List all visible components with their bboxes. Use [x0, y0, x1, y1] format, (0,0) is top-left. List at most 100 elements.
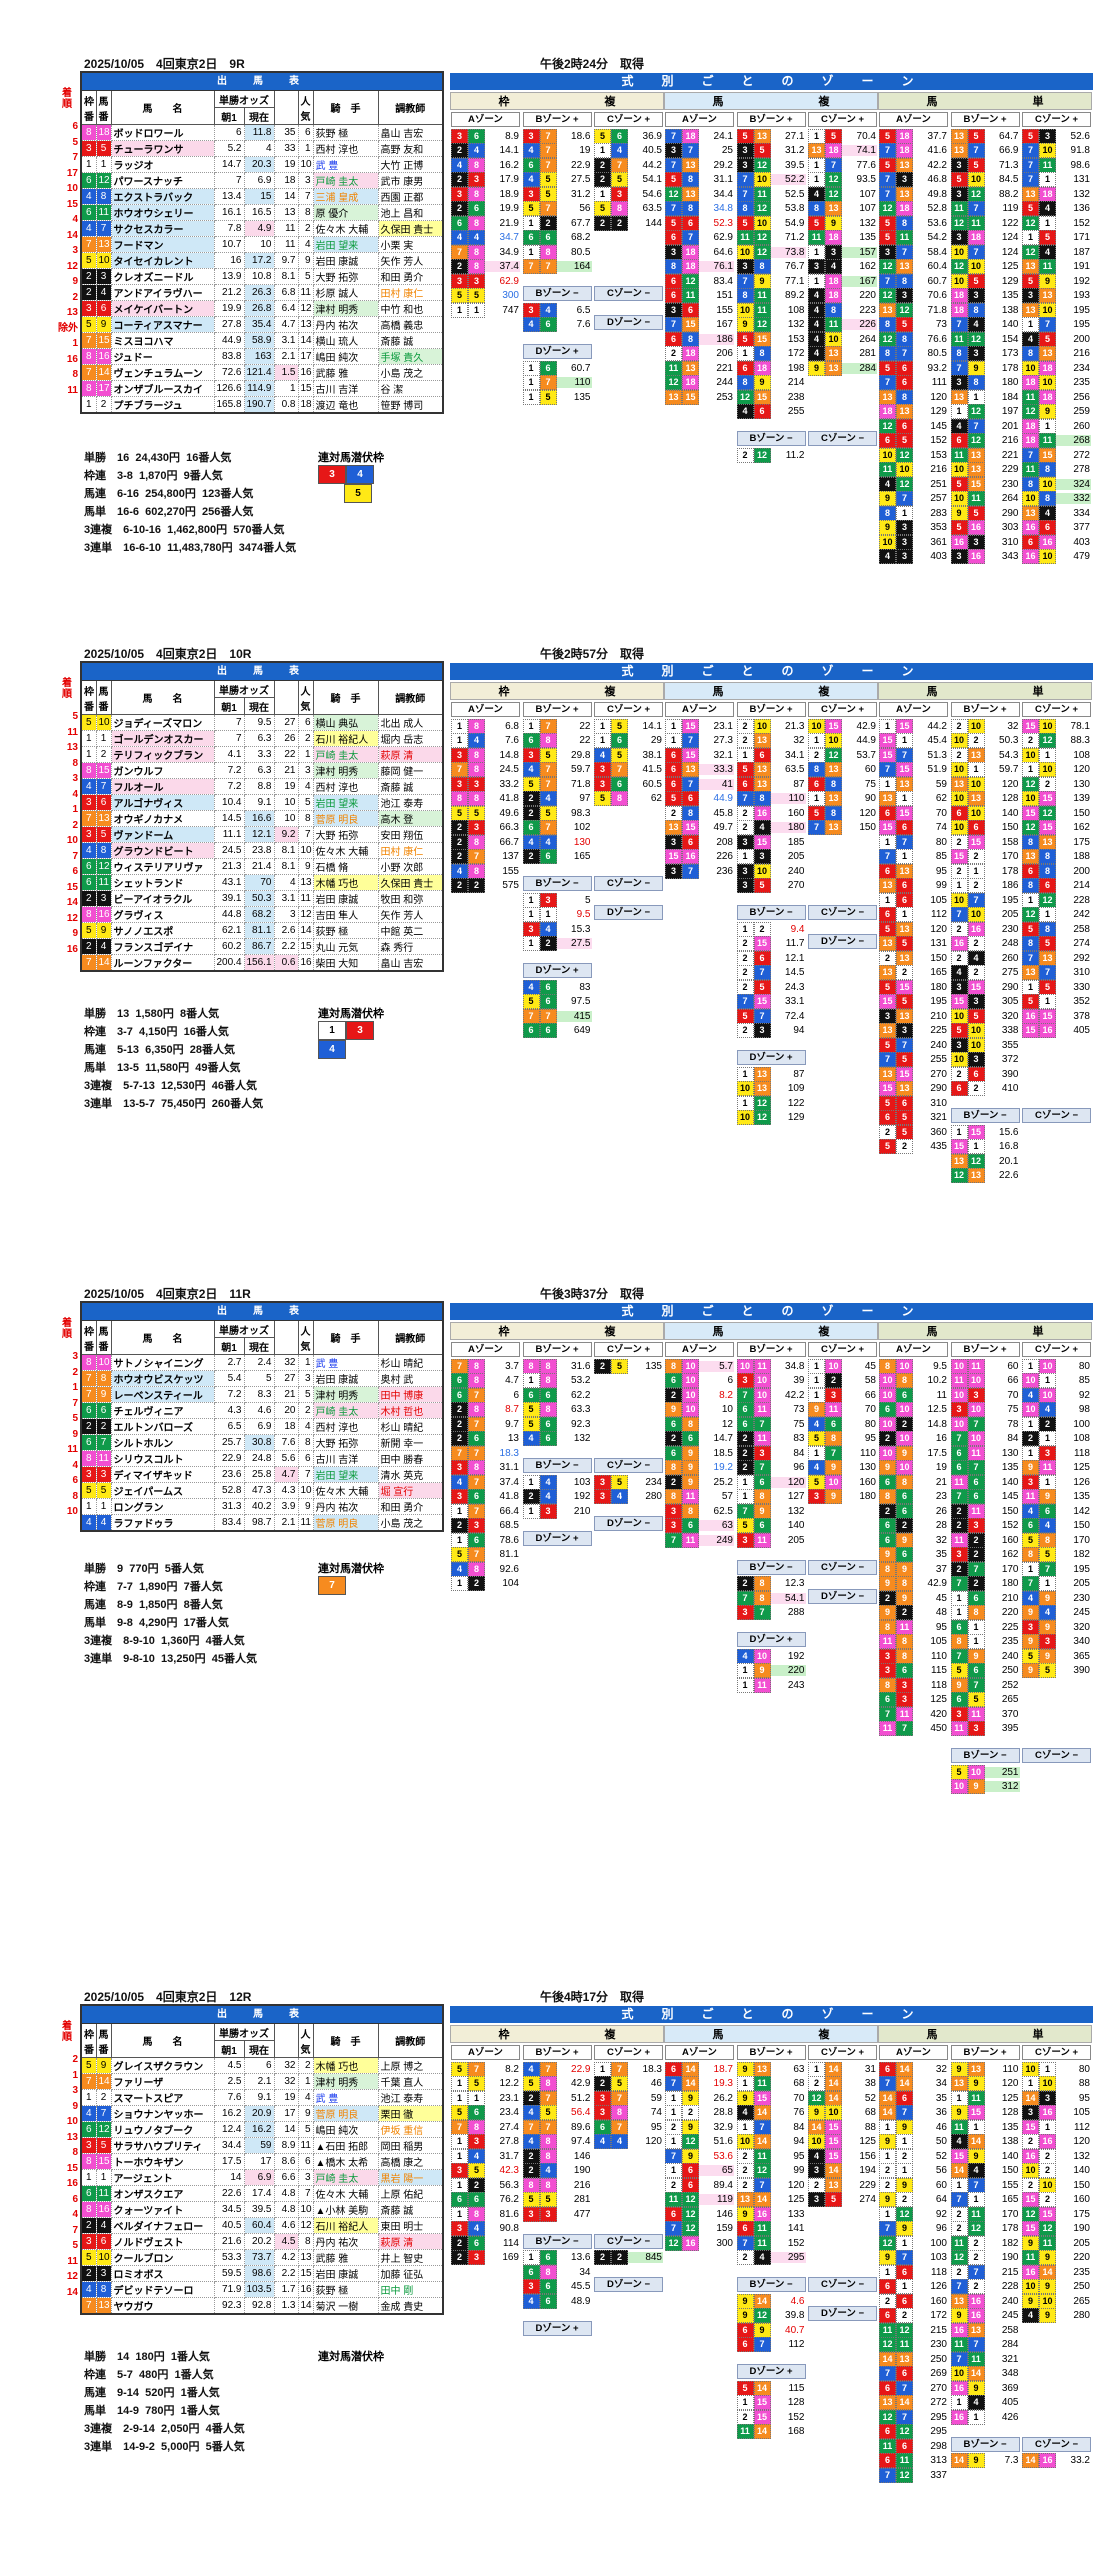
zone-pair: 12 3 [879, 288, 913, 304]
zone-column: Aゾーン 7 8 3.7 6 8 4.7 6 7 6 2 8 8.7 2 7 9.7 2 6 13 7 7 18.3 3 8 3… [451, 1342, 520, 1592]
zone-pair: 7 15 [879, 762, 913, 778]
zone-odds-value: 34.8 [785, 1360, 805, 1372]
zone-number-cell: 12 [950, 2250, 968, 2266]
zone-number-cell: 6 [879, 1402, 896, 1418]
zone-number-cell: 5 [825, 2192, 842, 2208]
zone-odds-value: 195 [1001, 894, 1019, 906]
zone-number-cell: 8 [896, 1648, 913, 1664]
zone-odds-value: 138 [1001, 2136, 1019, 2148]
zone-row: 2 6 12.1 [736, 950, 806, 966]
zone-number-cell: 10 [1039, 302, 1056, 318]
zone-pair: 13 10 [1022, 302, 1056, 318]
zone-number-cell: 7 [896, 2250, 913, 2266]
odds-current-cell: 114.9 [243, 380, 275, 397]
zone-odds-value: 53.6 [927, 217, 947, 229]
zone-number-cell: 9 [879, 1576, 896, 1592]
zone-number-cell: 10 [736, 2134, 754, 2150]
zone-number-cell: 6 [896, 1489, 913, 1505]
zone-row: 8 13 60 [808, 762, 877, 778]
zone-subtable-header: Cゾーン − [1022, 1108, 1091, 1123]
zone-number-cell: 9 [808, 2105, 825, 2121]
zone-odds-value: 19.9 [499, 203, 519, 215]
zone-pair: 8 11 [879, 1619, 913, 1635]
expected-value-cell: 3.1 [273, 332, 299, 349]
zone-number-cell: 5 [665, 215, 682, 231]
zone-pair: 6 18 [736, 360, 771, 376]
zone-number-cell: 1 [451, 1576, 468, 1592]
expected-value-cell: 2.2 [273, 938, 299, 955]
zone-number-cell: 3 [736, 259, 754, 275]
zone-pair: 2 12 [950, 2221, 985, 2237]
zone-number-cell: 4 [594, 2134, 611, 2150]
zone-odds-value: 54.3 [999, 749, 1019, 761]
odds-morning-cell: 40.5 [213, 2217, 245, 2234]
zone-number-cell: 11 [879, 2438, 896, 2454]
zone-number-cell: 8 [539, 2264, 557, 2280]
zone-number-cell: 13 [896, 1081, 913, 1097]
zone-number-cell: 5 [879, 1037, 896, 1053]
zone-row: 9 5 390 [1022, 1663, 1091, 1679]
zone-number-cell: 1 [522, 907, 540, 923]
zone-odds-value: 31.1 [713, 174, 733, 186]
zone-row: 2 3 66.3 [451, 820, 520, 836]
zone-number-cell: 7 [753, 965, 771, 981]
zone-odds-value: 150 [1073, 2179, 1090, 2191]
zone-odds-value: 338 [1001, 1025, 1019, 1037]
zone-odds-value: 145 [930, 420, 947, 432]
zone-odds-value: 42.3 [499, 2165, 519, 2177]
zone-number-cell: 6 [753, 404, 771, 420]
zone-number-cell: 1 [896, 849, 913, 865]
zone-row: 4 4 34.7 [451, 230, 520, 246]
zone-number-cell: 8 [1022, 878, 1039, 894]
zone-odds-value: 73.8 [770, 246, 806, 258]
jockey-cell: 戸崎 圭太 [312, 172, 379, 189]
zone-number-cell: 2 [1022, 2134, 1039, 2150]
zone-number-cell: 12 [896, 2467, 913, 2483]
zone-number-cell: 9 [967, 2076, 985, 2092]
zone-number-cell: 7 [736, 172, 754, 188]
zone-number-cell: 2 [451, 849, 468, 865]
zone-odds-value: 140 [1001, 319, 1019, 331]
zone-pair: 2 10 [950, 718, 985, 734]
zone-odds-value: 120 [770, 1476, 806, 1488]
popularity-cell: 6 [297, 1450, 314, 1467]
zone-number-cell: 7 [950, 317, 968, 333]
zone-number-cell: 3 [451, 186, 468, 202]
finish-order-value: 7 [72, 1397, 78, 1409]
zone-number-cell: 2 [967, 2279, 985, 2295]
zone-column: Cゾーン +1 7 18.3 2 5 46 3 7 59 3 8 74 6 7 95 4 4 120 Cゾーン −2… [594, 2045, 663, 2338]
zone-number-cell: 13 [665, 820, 682, 836]
zone-row: 1 11 125 [950, 2090, 1020, 2106]
zone-row: 10 1 108 [1022, 747, 1091, 763]
horse-number-cell: 8 [95, 2281, 112, 2298]
trainer-cell: 堀内 岳志 [377, 730, 444, 747]
zone-number-cell: 9 [896, 2119, 913, 2135]
zone-number-cell: 13 [1022, 505, 1039, 521]
zone-odds-value: 220 [859, 290, 876, 302]
odds-current-cell: 9.1 [243, 2089, 275, 2106]
zone-row: 1 3 210 [522, 1503, 592, 1519]
column-header: 騎 手 [312, 1320, 379, 1355]
odds-morning-cell: 23.6 [213, 1466, 245, 1483]
horse-number-cell: 9 [95, 922, 112, 939]
zone-number-cell: 2 [896, 1518, 913, 1534]
zone-odds-value: 255 [787, 406, 805, 418]
zone-number-cell: 1 [1022, 1561, 1039, 1577]
zone-number-cell: 9 [950, 1677, 968, 1693]
zone-number-cell: 9 [1039, 273, 1056, 289]
zone-odds-value: 120 [1001, 2078, 1019, 2090]
zone-odds-value: 73 [935, 319, 947, 331]
zone-number-cell: 8 [879, 317, 896, 333]
zone-number-cell: 8 [825, 1431, 842, 1447]
zone-odds-value: 77.1 [785, 275, 805, 287]
zone-number-cell: 11 [950, 1532, 968, 1548]
zone-number-cell: 6 [896, 2090, 913, 2106]
zone-pair: 4 10 [1022, 1387, 1056, 1403]
zone-odds-value: 31.1 [499, 1462, 519, 1474]
zone-pair: 2 16 [736, 805, 771, 821]
trainer-cell: 黒岩 陽一 [377, 2169, 444, 2186]
